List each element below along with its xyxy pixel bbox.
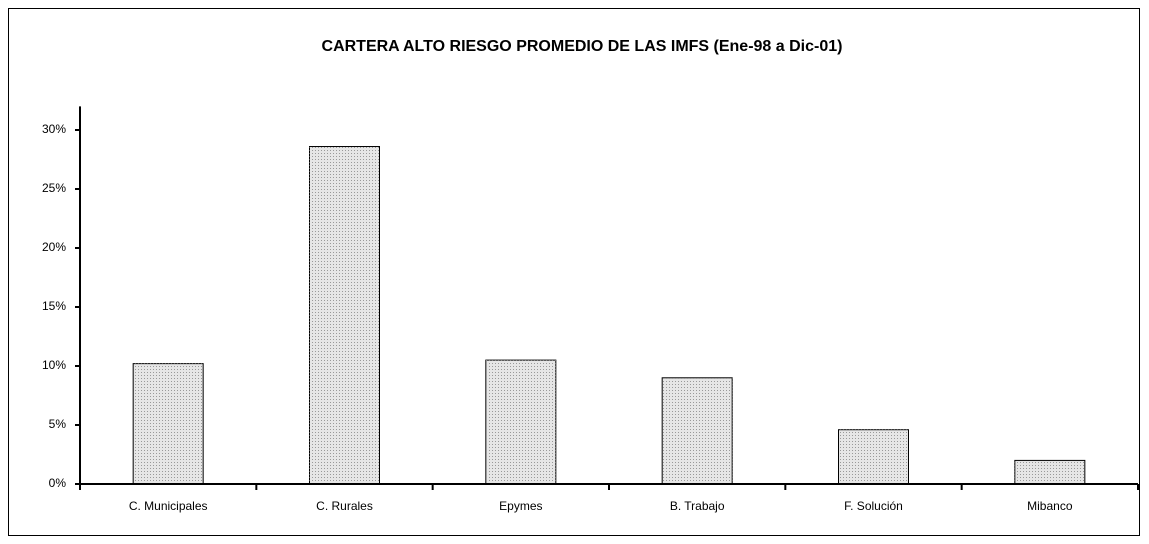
bar-texture [838,429,909,484]
y-tick-label: 20% [42,240,66,254]
y-tick-label: 0% [49,476,67,490]
x-tick-label: C. Municipales [129,499,208,513]
y-tick-label: 25% [42,181,66,195]
bar-texture [485,360,556,484]
x-tick-label: Epymes [499,499,542,513]
chart-title: CARTERA ALTO RIESGO PROMEDIO DE LAS IMFS… [322,38,843,55]
x-tick-label: B. Trabajo [670,499,725,513]
y-tick-label: 30% [42,122,66,136]
y-tick-label: 15% [42,299,66,313]
x-tick-label: Mibanco [1027,499,1073,513]
y-tick-label: 5% [49,417,67,431]
bar-texture [309,146,380,484]
x-tick-label: C. Rurales [316,499,373,513]
bar-texture [1014,460,1085,484]
x-tick-label: F. Solución [844,499,903,513]
bar-texture [133,363,204,484]
y-tick-label: 10% [42,358,66,372]
bar-texture [662,377,733,484]
